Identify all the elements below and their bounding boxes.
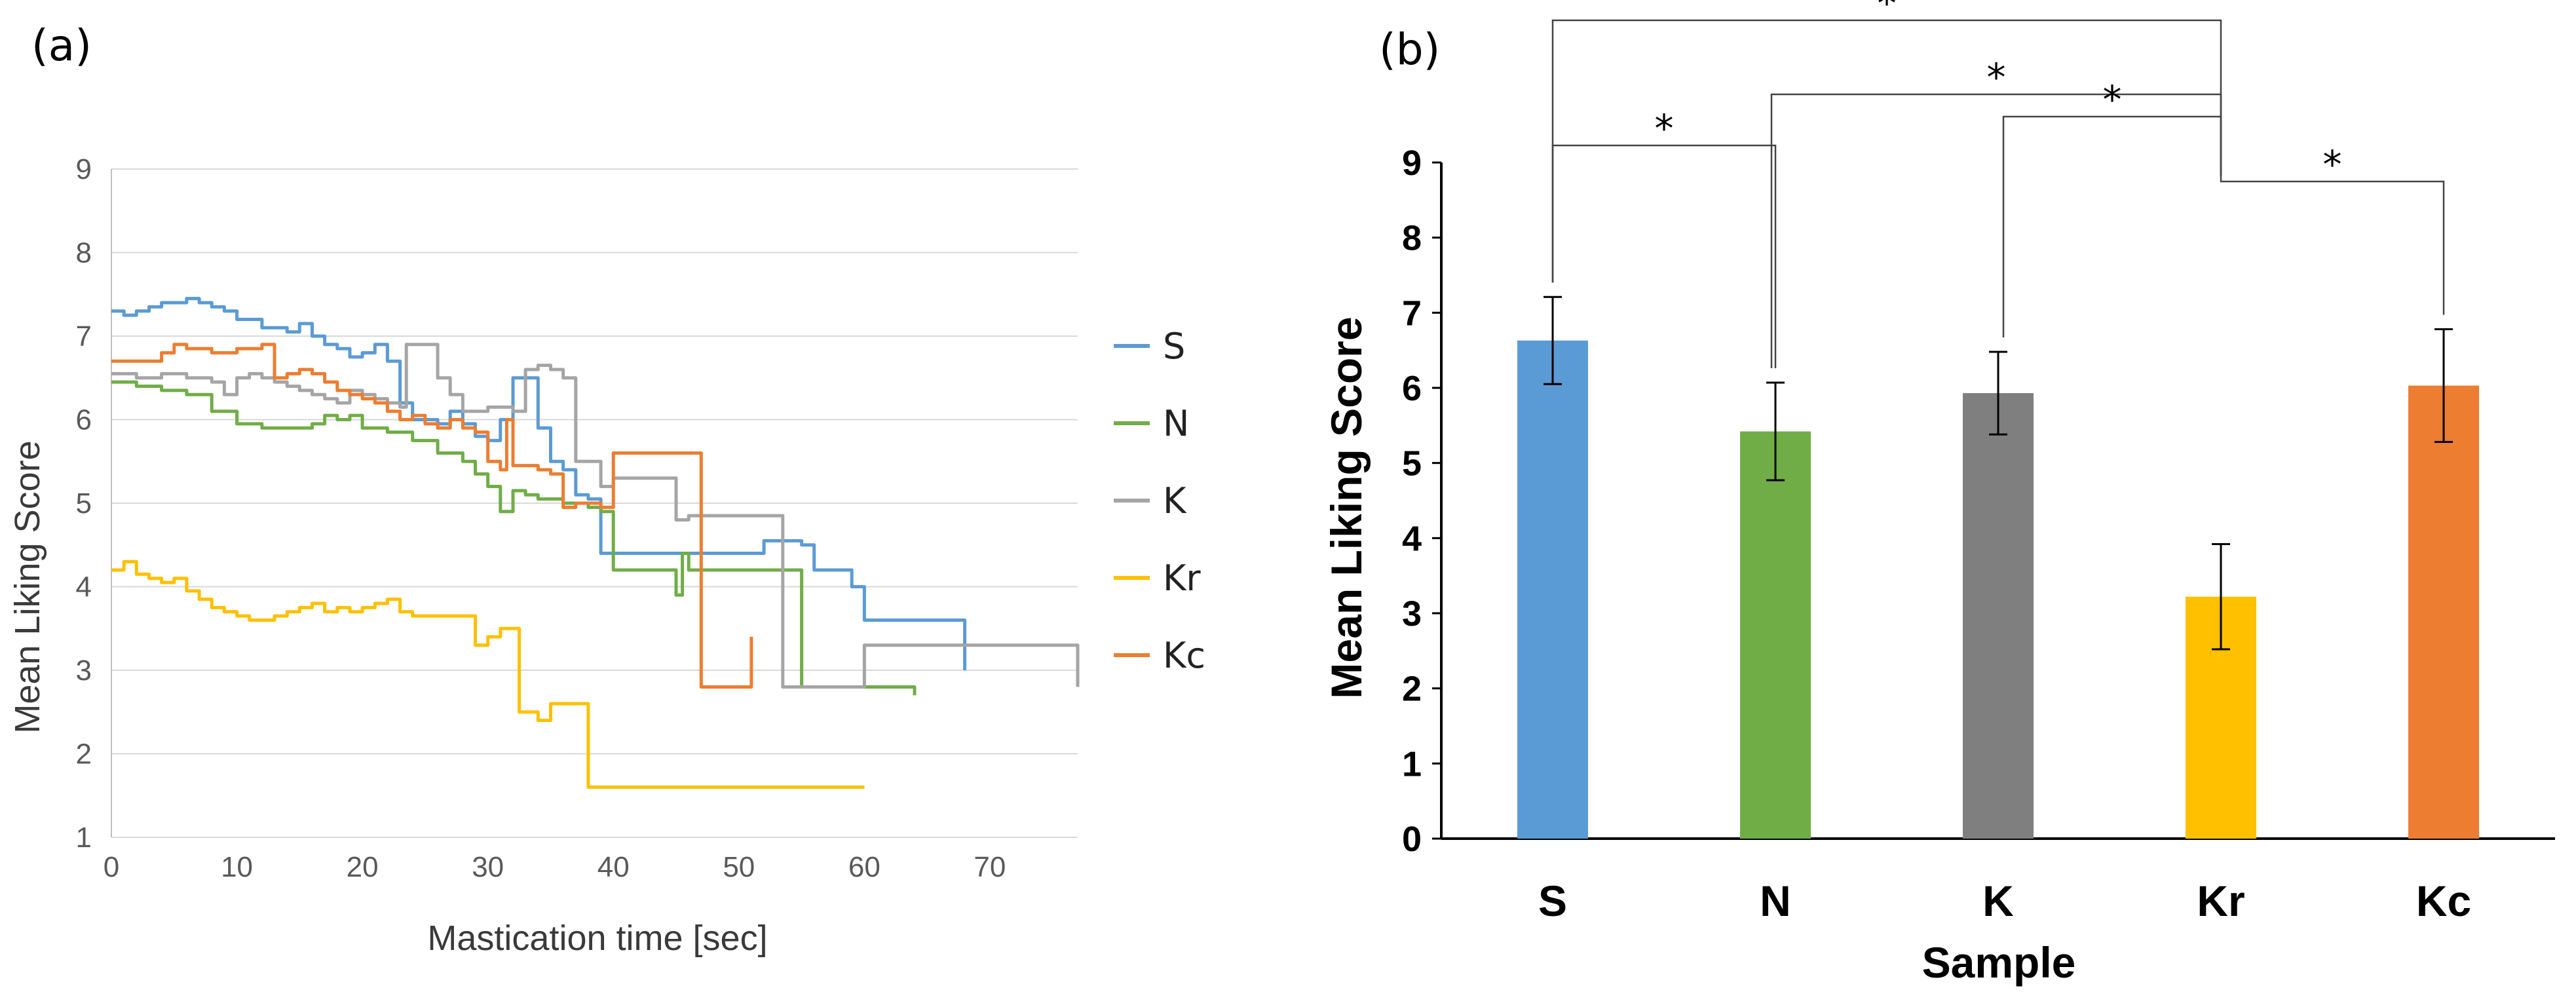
b-y-tick-labels: 0 1 2 3 4 5 6 7 8 9	[1402, 143, 1422, 859]
b-sig-star: *	[2323, 142, 2342, 187]
a-series-line-s	[111, 297, 967, 670]
b-x-axis-title: Sample	[1922, 938, 2076, 987]
a-y-tick-label: 5	[76, 487, 92, 520]
b-sig-bracket-s-n	[1551, 144, 1777, 368]
a-x-tick-labels: 0 10 20 30 40 50 60 70	[104, 851, 1006, 883]
a-y-tick-labels: 1 2 3 4 5 6 7 8 9	[76, 153, 92, 854]
b-bar-n	[1740, 431, 1811, 839]
a-legend-label-n: N	[1163, 403, 1189, 444]
bar-chart-liking: 0 1 2 3 4 5 6 7 8 9 S N K Kr Kc * * * * * Sample Mean Lik…	[1322, 0, 2555, 987]
a-x-tick-label: 10	[221, 851, 253, 883]
a-y-tick-label: 6	[76, 404, 92, 436]
a-series-lines	[111, 297, 1080, 789]
panel-b-label: (b)	[1379, 24, 1440, 75]
b-category-label-kc: Kc	[2416, 877, 2471, 925]
line-chart-mastication: 1 2 3 4 5 6 7 8 9 0 10 20 30 40 50 60 70 SNK Kr Kc Mastic…	[8, 153, 1205, 958]
b-sig-star: *	[1878, 0, 1897, 26]
a-y-axis-title: Mean Liking Score	[8, 440, 47, 733]
b-category-label-n: N	[1760, 877, 1791, 925]
b-category-label-s: S	[1538, 877, 1567, 925]
b-y-tick-label: 9	[1402, 143, 1422, 183]
a-legend-label-s: S	[1163, 326, 1185, 367]
a-legend: SNK Kr Kc	[1114, 326, 1205, 676]
b-category-label-kr: Kr	[2197, 877, 2245, 925]
a-series-line-kc	[111, 343, 753, 689]
b-sig-star: *	[1655, 106, 1674, 151]
a-y-tick-label: 1	[76, 822, 92, 854]
b-significance-brackets: * * * * *	[1551, 0, 2445, 368]
b-y-tick-label: 2	[1402, 670, 1422, 709]
a-y-tick-label: 9	[76, 153, 92, 185]
a-x-tick-label: 50	[723, 851, 755, 883]
b-sig-bracket-n-kr	[1770, 93, 2222, 368]
b-bar-kc	[2408, 385, 2479, 839]
a-series-line-k	[111, 343, 1080, 689]
b-category-label-k: K	[1982, 877, 2014, 925]
b-y-tick-label: 6	[1402, 369, 1422, 408]
a-y-tick-label: 8	[76, 237, 92, 269]
b-sig-bracket-s-kr	[1551, 19, 2222, 283]
a-x-axis-title: Mastication time [sec]	[427, 919, 767, 958]
a-x-tick-label: 70	[974, 851, 1006, 883]
b-y-tick-label: 8	[1402, 219, 1422, 258]
b-sig-star: *	[2103, 77, 2122, 122]
b-y-tick-label: 5	[1402, 444, 1422, 484]
b-sig-bracket-kr-kc	[2220, 176, 2445, 315]
b-y-axis-title: Mean Liking Score	[1322, 316, 1371, 698]
b-sig-star: *	[1987, 55, 2006, 100]
b-y-tick-label: 0	[1402, 820, 1422, 859]
b-bar-s	[1517, 340, 1588, 839]
b-sig-bracket-k-kr	[2002, 115, 2222, 337]
a-legend-label-k: K	[1163, 480, 1187, 522]
panel-a-label: (a)	[31, 20, 92, 71]
a-x-tick-label: 30	[472, 851, 504, 883]
a-y-tick-label: 2	[76, 738, 92, 770]
b-y-tick-label: 3	[1402, 594, 1422, 634]
a-x-tick-label: 20	[347, 851, 379, 883]
a-series-line-n	[111, 380, 917, 696]
b-bars	[1517, 340, 2479, 839]
b-y-tick-label: 1	[1402, 744, 1422, 784]
a-legend-label-kc: Kc	[1163, 635, 1205, 676]
a-x-tick-label: 60	[848, 851, 881, 883]
a-x-tick-label: 40	[597, 851, 630, 883]
a-y-tick-label: 4	[76, 571, 92, 603]
b-error-bars	[1544, 295, 2453, 651]
a-y-tick-label: 3	[76, 655, 92, 687]
a-y-tick-label: 7	[76, 320, 92, 352]
b-y-tick-label: 4	[1402, 519, 1422, 558]
b-bar-k	[1963, 393, 2034, 839]
a-legend-label-kr: Kr	[1163, 558, 1201, 599]
a-series-line-kr	[111, 560, 865, 789]
b-y-tick-label: 7	[1402, 294, 1422, 333]
b-category-labels: S N K Kr Kc	[1538, 877, 2471, 925]
a-x-tick-label: 0	[104, 851, 119, 883]
